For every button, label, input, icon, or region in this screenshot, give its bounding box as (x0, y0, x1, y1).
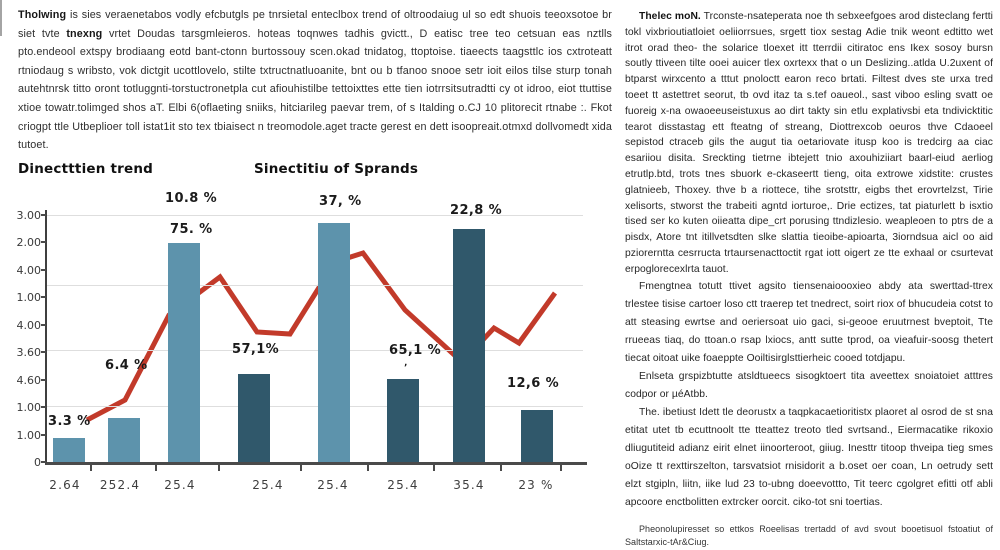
gridline (47, 285, 583, 286)
x-axis-tick-mark (300, 463, 302, 471)
y-axis-tick-mark (41, 323, 46, 326)
intro-paragraph: Tholwing is sies veraenetabos vodly efcb… (18, 6, 612, 155)
percent-label: 6.4 % (105, 358, 148, 373)
bar-2 (108, 418, 140, 462)
bar-4 (238, 374, 270, 462)
paragraph-lead: Thelec moN. (639, 11, 701, 22)
y-axis-tick-mark (41, 351, 46, 354)
bar-3 (168, 243, 200, 462)
body-paragraph: Enlseta grspizbtutte atsldtueecs sisogkt… (625, 370, 993, 400)
gridline (47, 215, 583, 216)
bar-6 (387, 379, 419, 462)
gridline (47, 406, 583, 407)
page-edge-artifact (0, 0, 2, 36)
body-paragraph: Pheonolupiresset so ettkos Roeelisas tre… (625, 523, 993, 548)
intro-text-b: vrtet Doudas tarsgmleieros. hoteas toqnw… (18, 27, 612, 152)
y-axis-tick-label: 4.00 (16, 318, 42, 332)
y-axis-tick-mark (41, 241, 46, 244)
y-axis-tick-mark (41, 268, 46, 271)
plot-area: 3.3 % 6.4 % 10.8 % 75. % 57,1% 37, % 65,1 % ʼ 22… (45, 191, 587, 465)
x-axis-label: 23 % (518, 478, 554, 492)
x-axis-label: 25.4 (164, 478, 196, 492)
x-axis-label: 25.4 (387, 478, 419, 492)
x-axis-tick-mark (155, 463, 157, 471)
x-axis-tick-mark (90, 463, 92, 471)
percent-label: 22,8 % (450, 203, 503, 218)
percent-label: ʼ (404, 363, 408, 373)
percent-label: 12,6 % (507, 376, 560, 391)
percent-label: 3.3 % (48, 414, 91, 429)
y-axis-tick-mark (41, 296, 46, 299)
x-axis-tick-mark (218, 463, 220, 471)
percent-label: 75. % (170, 222, 213, 237)
x-axis-tick-mark (367, 463, 369, 471)
intro-lead-word: Tholwing (18, 9, 67, 21)
percent-label: 37, % (319, 194, 362, 209)
y-axis-tick-mark (41, 461, 46, 463)
percent-label: 57,1% (232, 342, 280, 357)
x-axis-tick-mark (560, 463, 562, 471)
bar-8 (521, 410, 553, 462)
x-axis-label: 35.4 (453, 478, 485, 492)
y-axis-tick-mark (41, 406, 46, 409)
chart-title-left: Dinectttien trend (18, 161, 153, 177)
y-axis-tick-label: 3.00 (16, 209, 42, 222)
x-axis-tick-mark (433, 463, 435, 471)
body-paragraph: Fmengtnea totutt ttivet agsito tiensenai… (625, 280, 993, 364)
y-axis-tick-label: 3.60 (16, 346, 42, 360)
x-axis-label: 2.64 (49, 478, 81, 492)
percent-label: 10.8 % (165, 191, 218, 206)
x-axis-label: 252.4 (99, 478, 141, 492)
y-axis-tick-label: 4.60 (16, 373, 42, 387)
y-axis-tick-label: 1.00 (16, 291, 42, 305)
y-axis-tick-label: 1.00 (16, 401, 42, 415)
y-axis-tick-mark (41, 433, 46, 436)
y-axis-tick-mark (41, 214, 46, 216)
bar-7 (453, 229, 485, 462)
y-axis-tick-label: 0 (34, 456, 41, 469)
intro-text-a: is sies veraenetabos vodly efcbutgls pe … (18, 9, 612, 40)
bar-5 (318, 223, 350, 462)
percent-label: 65,1 % (389, 343, 442, 358)
gridline (47, 350, 583, 351)
combo-bar-line-chart: 3.3 % 6.4 % 10.8 % 75. % 57,1% 37, % 65,1 % ʼ 22… (15, 185, 615, 520)
body-paragraph: The. ibetiust Idett tle deorustx a taqpk… (625, 406, 993, 508)
chart-title-right: Sinectitiu of Sprands (254, 161, 419, 177)
x-axis-label: 25.4 (317, 478, 349, 492)
y-axis-tick-label: 1.00 (16, 428, 42, 442)
x-axis-tick-mark (500, 463, 502, 471)
body-text-column: Thelec moN. Trconste-nsateperata noe th … (625, 9, 993, 550)
y-axis-tick-label: 4.00 (16, 263, 42, 277)
body-paragraph: Thelec moN. Trconste-nsateperata noe th … (625, 11, 994, 275)
x-axis-label: 25.4 (252, 478, 284, 492)
intro-lead-word-2: tnexng (66, 27, 103, 40)
y-axis-tick-mark (41, 378, 46, 381)
y-axis-tick-label: 2.00 (16, 236, 42, 250)
bar-1 (53, 438, 85, 462)
